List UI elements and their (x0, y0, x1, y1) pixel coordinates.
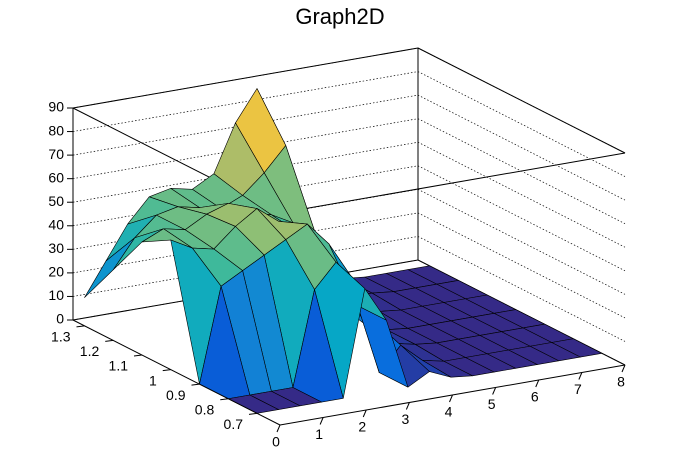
y-tick (248, 412, 258, 415)
x-tick (449, 394, 453, 403)
x-tick-label: 2 (358, 419, 366, 435)
y-tick-label: 1 (149, 372, 157, 388)
x-tick (276, 424, 281, 433)
z-tick-label: 0 (56, 311, 64, 327)
x-tick (319, 417, 324, 425)
z-tick-label: 90 (48, 99, 64, 115)
y-tick-label: 1.1 (109, 358, 129, 374)
x-tick-label: 7 (574, 381, 582, 397)
z-tick-label: 70 (48, 146, 64, 162)
y-tick-label: 1.3 (51, 329, 71, 345)
grid-line (72, 94, 626, 201)
y-tick (133, 354, 143, 357)
chart-title: Graph2D (295, 4, 384, 29)
y-tick-label: 0.9 (166, 387, 186, 403)
grid-line (72, 118, 626, 224)
y-tick (76, 325, 85, 328)
grid-line (72, 71, 626, 177)
x-tick (362, 409, 367, 418)
x-tick-label: 3 (401, 411, 409, 427)
z-tick-label: 40 (48, 216, 64, 232)
grid-line (72, 141, 626, 248)
x-tick-label: 4 (445, 404, 453, 420)
z-tick-label: 10 (48, 287, 64, 303)
y-tick-label: 0.7 (224, 416, 244, 432)
y-tick (191, 383, 200, 386)
x-tick-label: 1 (315, 426, 323, 442)
x-tick-label: 6 (531, 389, 539, 405)
z-tick-label: 50 (48, 193, 64, 209)
grid-line (72, 47, 626, 154)
z-tick-label: 60 (48, 169, 64, 185)
z-tick-label: 20 (48, 264, 64, 280)
y-tick (220, 398, 229, 401)
z-tick-label: 80 (48, 122, 64, 138)
z-tick-label: 30 (48, 240, 64, 256)
y-tick (162, 369, 171, 372)
x-tick (405, 402, 410, 410)
y-tick (105, 339, 114, 342)
y-tick-label: 1.2 (80, 343, 100, 359)
x-tick-label: 5 (488, 396, 496, 412)
x-tick (492, 387, 497, 395)
y-tick-label: 0.8 (195, 401, 215, 417)
x-tick-label: 0 (272, 434, 280, 450)
x-tick (578, 372, 583, 380)
x-tick-label: 8 (617, 374, 625, 390)
x-tick (535, 379, 540, 388)
y-axis (72, 319, 281, 426)
x-tick (621, 364, 626, 373)
